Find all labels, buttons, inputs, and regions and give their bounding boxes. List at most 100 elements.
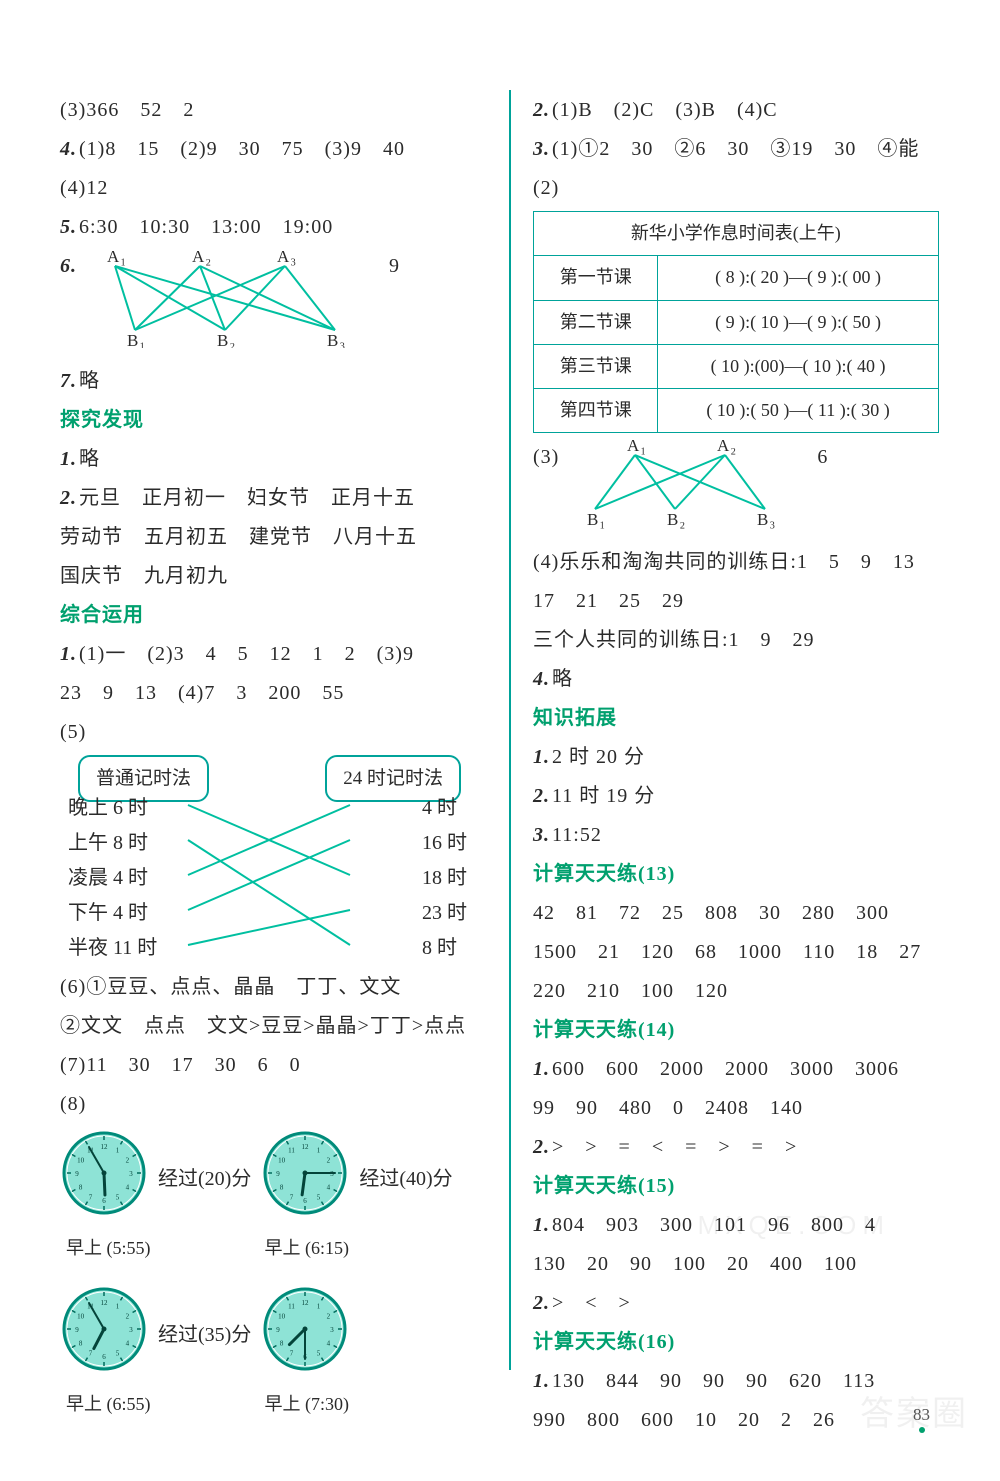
svg-text:5: 5 — [317, 1350, 321, 1358]
text: (1)①2 30 ②6 30 ③19 30 ④能 — [552, 138, 919, 160]
text: (5) — [60, 714, 487, 751]
text: 990 800 600 10 20 2 26 — [533, 1402, 960, 1439]
text: 23 9 13 (4)7 3 200 55 — [60, 675, 487, 712]
svg-text:2: 2 — [126, 1157, 130, 1165]
text: 1.600 600 2000 2000 3000 3006 — [533, 1051, 960, 1088]
svg-text:3: 3 — [331, 1326, 335, 1334]
text: (6)①豆豆、点点、晶晶 丁丁、文文 — [60, 969, 487, 1006]
graph-3: A₁A₂ B₁B₂B₃ — [565, 439, 805, 529]
svg-text:12: 12 — [302, 1143, 310, 1151]
table-cell: ( 9 ):( 10 )—( 9 ):( 50 ) — [658, 300, 938, 344]
text: 6 — [817, 446, 828, 468]
svg-text:10: 10 — [77, 1313, 85, 1321]
svg-text:11: 11 — [288, 1147, 295, 1155]
schedule-table: 新华小学作息时间表(上午) 第一节课( 8 ):( 20 )—( 9 ):( 0… — [533, 211, 939, 433]
svg-text:3: 3 — [129, 1170, 133, 1178]
section-heading: 探究发现 — [60, 402, 487, 439]
text: 600 600 2000 2000 3000 3006 — [552, 1058, 899, 1080]
svg-text:A₂: A₂ — [192, 248, 212, 266]
text: (4)12 — [60, 170, 487, 207]
text: 晚上 6 时 — [68, 791, 157, 826]
text: (7)11 30 17 30 6 0 — [60, 1047, 487, 1084]
svg-text:B₂: B₂ — [667, 510, 686, 529]
text: 略 — [79, 448, 100, 470]
clock-icon: 121234567891011 — [60, 1129, 148, 1230]
text: 42 81 72 25 808 30 280 300 — [533, 895, 960, 932]
text: 17 21 25 29 — [533, 583, 960, 620]
clock-row-2: 121234567891011 经过(35)分 121234567891011 — [60, 1285, 487, 1386]
text: 2.(1)B (2)C (3)B (4)C — [533, 92, 960, 129]
svg-text:5: 5 — [116, 1193, 120, 1201]
text: (3) A₁A₂ B₁B₂B₃ 6 — [533, 439, 960, 542]
match-right-labels: 4 时 16 时 18 时 23 时 8 时 — [422, 791, 467, 966]
text: 7.略 — [60, 363, 487, 400]
text: 凌晨 4 时 — [68, 861, 157, 896]
svg-text:1: 1 — [317, 1147, 321, 1155]
svg-text:2: 2 — [327, 1313, 331, 1321]
text: 220 210 100 120 — [533, 973, 960, 1010]
svg-text:3: 3 — [129, 1326, 133, 1334]
svg-text:6: 6 — [102, 1197, 106, 1205]
svg-text:9: 9 — [277, 1326, 281, 1334]
text: 99 90 480 0 2408 140 — [533, 1090, 960, 1127]
text: 1.(1)一 (2)3 4 5 12 1 2 (3)9 — [60, 636, 487, 673]
svg-text:6: 6 — [102, 1353, 106, 1361]
svg-text:7: 7 — [290, 1350, 294, 1358]
text: 国庆节 九月初九 — [60, 558, 487, 595]
svg-text:A₃: A₃ — [277, 248, 297, 266]
page-number: 83 — [913, 1405, 930, 1433]
svg-text:10: 10 — [278, 1157, 286, 1165]
svg-text:B₃: B₃ — [327, 331, 346, 348]
section-heading: 计算天天练(14) — [533, 1012, 960, 1049]
text: 下午 4 时 — [68, 896, 157, 931]
text: (3) — [533, 446, 559, 468]
text: 早上 (6:15) — [265, 1232, 350, 1265]
text: (8) — [60, 1086, 487, 1123]
text: 略 — [552, 668, 573, 690]
table-cell: 第四节课 — [534, 389, 658, 433]
text: 经过(20)分 — [158, 1161, 251, 1198]
text: 3.(1)①2 30 ②6 30 ③19 30 ④能 — [533, 131, 960, 168]
text: (4)乐乐和淘淘共同的训练日:1 5 9 13 — [533, 544, 960, 581]
table-cell: ( 10 ):(00)—( 10 ):( 40 ) — [658, 344, 938, 388]
svg-text:A₂: A₂ — [717, 439, 737, 455]
text: 9 — [389, 255, 400, 277]
section-heading: 知识拓展 — [533, 700, 960, 737]
svg-text:1: 1 — [116, 1303, 120, 1311]
text: 劳动节 五月初五 建党节 八月十五 — [60, 519, 487, 556]
text: 1500 21 120 68 1000 110 18 27 — [533, 934, 960, 971]
table-title: 新华小学作息时间表(上午) — [534, 212, 939, 256]
svg-text:B₁: B₁ — [587, 510, 606, 529]
text: 2.> < > — [533, 1285, 960, 1322]
text: 上午 8 时 — [68, 826, 157, 861]
svg-text:5: 5 — [317, 1193, 321, 1201]
svg-text:2: 2 — [126, 1313, 130, 1321]
svg-text:6: 6 — [304, 1197, 308, 1205]
text: 1.2 时 20 分 — [533, 739, 960, 776]
svg-text:9: 9 — [75, 1170, 79, 1178]
text: 11 时 19 分 — [552, 785, 655, 807]
text: (3)366 52 2 — [60, 92, 487, 129]
clock-icon: 121234567891011 — [261, 1285, 349, 1386]
clock-icon: 121234567891011 — [261, 1129, 349, 1230]
text: 4 时 — [422, 791, 467, 826]
text: 6. A₁A₂A₃ B₁B₂B₃ 9 — [60, 248, 487, 361]
matching-diagram: 普通记时法 24 时记时法 晚上 6 时 上午 8 时 凌晨 4 时 下午 4 … — [60, 755, 487, 965]
text: 18 时 — [422, 861, 467, 896]
svg-text:2: 2 — [327, 1157, 331, 1165]
right-column: 2.(1)B (2)C (3)B (4)C 3.(1)①2 30 ②6 30 ③… — [511, 90, 960, 1441]
text: 2 时 20 分 — [552, 746, 645, 768]
svg-text:8: 8 — [280, 1184, 284, 1192]
svg-text:7: 7 — [89, 1350, 93, 1358]
table-cell: 第二节课 — [534, 300, 658, 344]
svg-text:4: 4 — [327, 1184, 331, 1192]
text: 6:30 10:30 13:00 19:00 — [79, 216, 333, 238]
text: 23 时 — [422, 896, 467, 931]
table-cell: 第一节课 — [534, 256, 658, 300]
svg-text:B₃: B₃ — [757, 510, 776, 529]
text: 半夜 11 时 — [68, 931, 157, 966]
text: 4.(1)8 15 (2)9 30 75 (3)9 40 — [60, 131, 487, 168]
text: (2) — [533, 170, 960, 207]
text: 3.11:52 — [533, 817, 960, 854]
svg-text:9: 9 — [277, 1170, 281, 1178]
